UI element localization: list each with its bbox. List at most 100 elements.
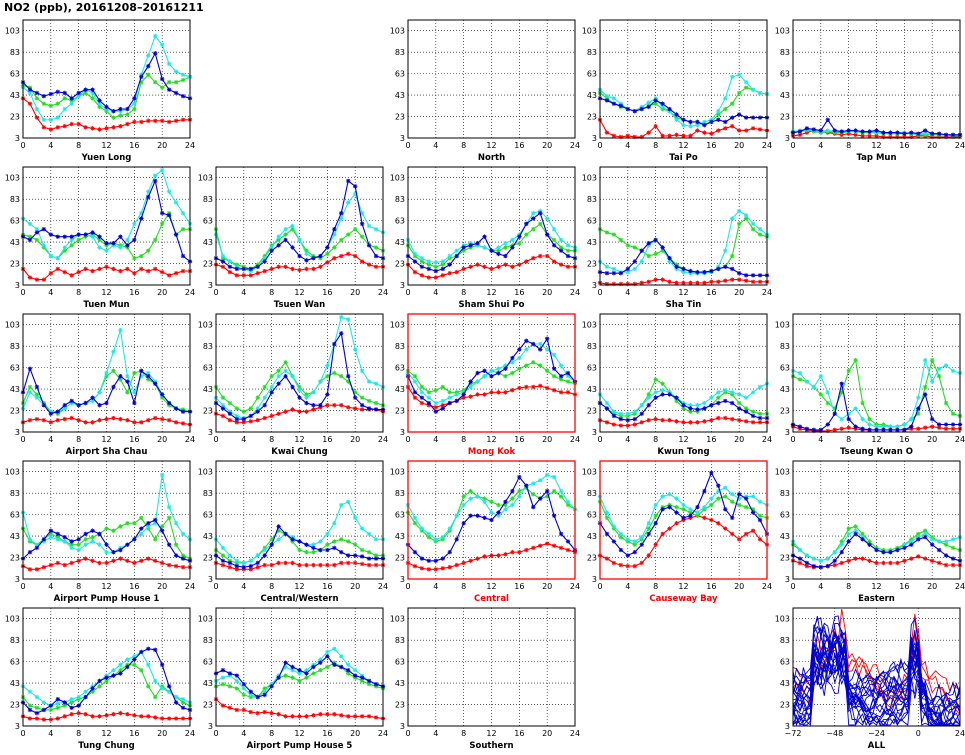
y-tick-label: 103 [775,615,790,624]
data-point [433,260,439,265]
data-point [544,494,550,499]
data-point [69,545,74,551]
y-tick-label: 43 [587,385,597,394]
y-tick-label: 43 [395,385,405,394]
data-point [757,499,763,504]
data-point [660,507,665,512]
x-tick-label: 20 [157,582,167,591]
data-point [674,395,679,400]
data-point [867,129,872,134]
data-point [489,266,494,272]
data-point [681,406,686,411]
data-point [262,384,267,390]
x-tick-label: 0 [597,582,602,591]
data-point [132,237,137,243]
data-point [220,264,226,269]
data-point [565,248,571,253]
data-point [48,534,54,540]
data-point [461,266,466,272]
data-point [373,553,379,558]
data-point [104,526,109,531]
series-line-green [215,228,384,270]
data-point [332,539,337,544]
data-point [489,499,494,504]
y-tick-label: 83 [395,195,405,204]
data-point [304,562,309,568]
data-point [125,243,130,248]
data-point [881,134,886,140]
data-point [146,377,151,382]
data-point [419,255,425,261]
data-point [723,415,728,421]
data-point [139,210,144,216]
data-point [475,556,480,561]
data-point [674,398,679,404]
data-point [510,245,515,250]
data-point [248,558,253,563]
data-point [118,374,123,379]
data-point [146,662,151,668]
data-point [839,560,844,566]
data-point [234,413,240,419]
plot-frame [792,19,961,139]
data-point [41,700,47,705]
data-point [139,266,144,272]
data-point [111,415,116,421]
data-point [565,502,571,508]
data-point [366,379,372,384]
data-point [366,262,372,267]
data-point [346,662,351,668]
data-point [797,377,803,382]
data-point [227,560,233,566]
data-point [468,264,473,269]
data-point [62,416,67,422]
data-point [916,426,921,431]
y-tick-label: 83 [780,489,790,498]
data-point [311,664,316,670]
x-tick-label: 24 [185,141,195,150]
data-point [332,562,337,568]
data-point [825,400,830,406]
data-point [297,267,302,273]
x-tick-label: 4 [433,435,438,444]
data-point [311,671,316,676]
data-point [510,549,515,555]
y-tick-label: 23 [203,260,213,269]
data-point [524,338,529,344]
data-point [454,253,459,259]
data-point [888,549,893,555]
data-point [62,124,67,129]
data-point [69,696,74,702]
y-tick-label: 83 [587,342,597,351]
data-point [180,556,186,561]
data-point [412,549,418,555]
data-point [227,705,233,710]
data-point [90,420,95,425]
x-tick-label: 20 [157,729,167,738]
data-point [180,700,186,705]
data-point [440,259,445,264]
data-point [943,553,949,558]
data-point [475,379,480,384]
data-point [426,400,432,406]
data-point [943,132,949,137]
x-tick-label: 24 [378,582,388,591]
y-tick-label: 23 [780,701,790,710]
data-point [166,504,172,510]
data-point [433,387,439,393]
data-point [447,262,452,267]
data-point [159,269,165,275]
data-point [220,553,226,558]
data-point [604,281,610,287]
data-point [41,93,47,99]
data-point [639,106,644,112]
data-point [839,426,844,431]
data-point [943,363,949,368]
y-tick-label: 103 [775,468,790,477]
x-tick-label: 4 [48,141,53,150]
data-point [97,98,102,103]
data-point [929,558,935,563]
